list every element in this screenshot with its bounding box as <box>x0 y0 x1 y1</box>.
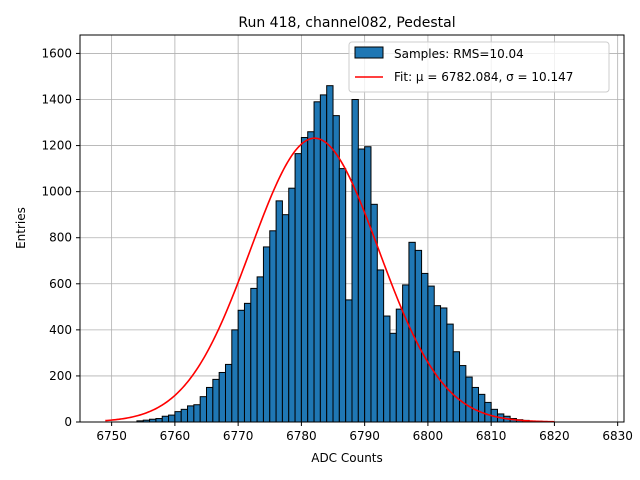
histogram-bar <box>218 371 226 423</box>
histogram-bar <box>395 308 404 423</box>
histogram-bar <box>206 386 214 423</box>
histogram-bar <box>262 246 271 423</box>
x-tick-label: 6760 <box>160 429 191 443</box>
x-tick-label: 6800 <box>413 429 444 443</box>
histogram-bar <box>459 365 467 423</box>
histogram-bar <box>364 146 372 423</box>
y-axis-ticks: 0 200 400 600 800 1000 1200 1400 1600 <box>41 46 80 429</box>
legend-label-samples: Samples: RMS=10.04 <box>394 47 524 61</box>
histogram-bar <box>478 393 486 423</box>
histogram-bar <box>465 376 473 423</box>
x-tick-label: 6790 <box>349 429 380 443</box>
y-tick-label: 1400 <box>41 93 72 107</box>
x-tick-label: 6780 <box>286 429 317 443</box>
histogram-bar <box>345 299 353 423</box>
histogram-bar <box>155 418 163 423</box>
x-tick-label: 6770 <box>223 429 254 443</box>
histogram-bar <box>484 401 492 423</box>
y-axis-label: Entries <box>14 207 28 249</box>
histogram-bar <box>440 307 448 423</box>
histogram-bar <box>319 94 328 423</box>
histogram-bar <box>332 115 340 423</box>
y-tick-label: 1200 <box>41 139 72 153</box>
histogram-bar <box>250 287 258 423</box>
x-tick-label: 6750 <box>96 429 127 443</box>
histogram-bar <box>313 101 321 423</box>
histogram-bar <box>421 272 429 423</box>
x-tick-label: 6830 <box>602 429 633 443</box>
histogram-bar <box>471 386 480 423</box>
y-tick-label: 1000 <box>41 185 72 199</box>
histogram-bar <box>237 309 245 423</box>
legend-bar-swatch <box>354 46 384 59</box>
legend-label-fit: Fit: μ = 6782.084, σ = 10.147 <box>394 70 573 84</box>
histogram-bar <box>174 411 182 423</box>
histogram-bar <box>433 305 442 423</box>
histogram-bar <box>294 153 302 423</box>
histogram-bar <box>300 137 309 423</box>
histogram-bar <box>212 378 220 423</box>
histogram-bars <box>136 85 543 423</box>
histogram-bar <box>383 315 391 423</box>
histogram-bar <box>351 99 359 423</box>
legend-box <box>348 41 610 93</box>
legend: Samples: RMS=10.04 Fit: μ = 6782.084, σ … <box>348 41 610 93</box>
histogram-bar <box>427 285 435 423</box>
histogram-bar <box>269 230 277 423</box>
histogram-bar <box>389 332 397 423</box>
histogram-bar <box>326 85 334 423</box>
histogram-bar <box>180 408 189 423</box>
histogram-bar <box>168 414 176 423</box>
y-tick-label: 1600 <box>41 46 72 60</box>
y-tick-label: 200 <box>49 369 72 383</box>
x-tick-label: 6820 <box>539 429 570 443</box>
histogram-bar <box>275 200 283 423</box>
x-tick-label: 6810 <box>476 429 507 443</box>
histogram-bar <box>402 284 410 423</box>
fit-curve <box>105 137 555 423</box>
histogram-bar <box>224 363 233 423</box>
histogram-bar <box>187 405 195 423</box>
histogram-bar <box>338 168 347 423</box>
histogram-bar <box>161 415 170 423</box>
histogram-bar <box>199 396 208 423</box>
y-tick-label: 800 <box>49 231 72 245</box>
histogram-bar <box>357 148 366 423</box>
histogram-bar <box>231 329 239 423</box>
histogram-bar <box>243 302 252 423</box>
histogram-bar <box>307 131 315 423</box>
chart-title: Run 418, channel082, Pedestal <box>238 15 455 31</box>
x-axis-label: ADC Counts <box>311 451 383 465</box>
y-tick-label: 600 <box>49 277 72 291</box>
histogram-bar <box>376 269 385 423</box>
histogram-bar <box>414 249 423 423</box>
plot-frame <box>79 34 625 423</box>
histogram-bar <box>446 323 454 423</box>
histogram-bar <box>256 276 264 423</box>
x-axis-ticks: 6750 6760 6770 6780 6790 6800 6810 6820 6830 <box>96 422 633 443</box>
histogram-bar <box>452 351 461 423</box>
y-tick-label: 0 <box>64 415 72 429</box>
y-tick-label: 400 <box>49 323 72 337</box>
histogram-bar <box>193 404 201 423</box>
histogram-bar <box>281 214 290 423</box>
histogram-bar <box>288 187 296 423</box>
